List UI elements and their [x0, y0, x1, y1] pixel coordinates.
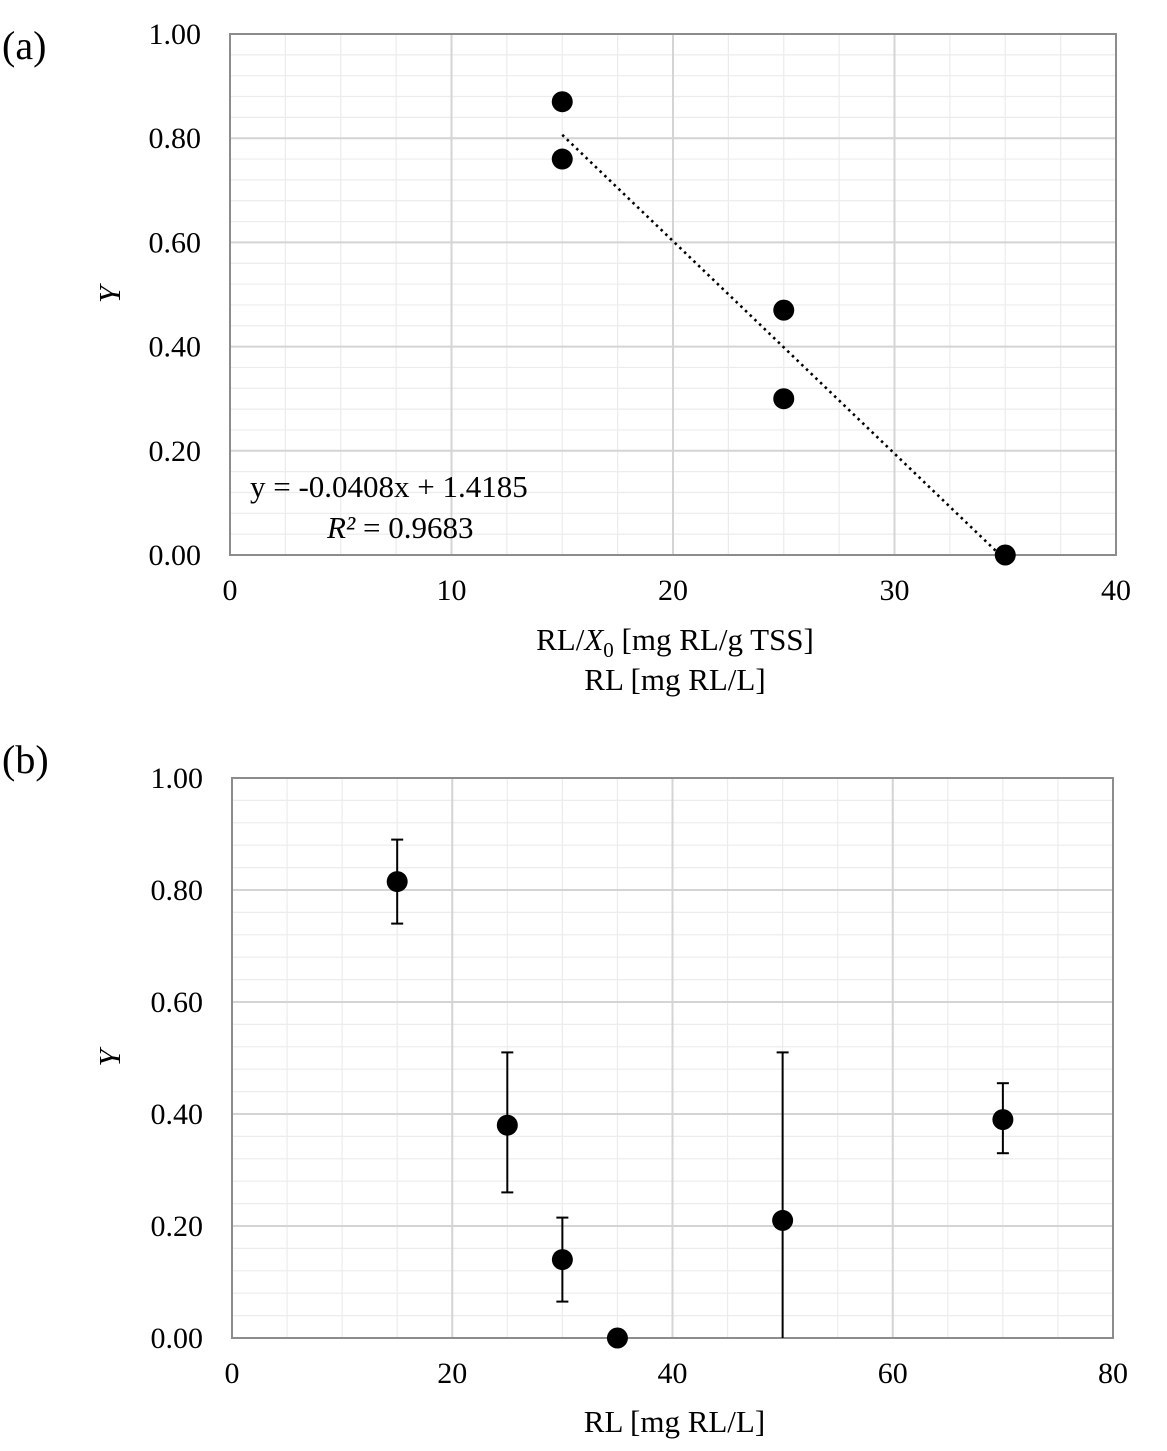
trendline-equation: y = -0.0408x + 1.4185 [250, 469, 528, 504]
y-tick-label: 0.00 [151, 1322, 204, 1355]
y-axis-label: Y [92, 1047, 127, 1067]
x-tick-label: 40 [1101, 574, 1131, 607]
x-tick-label: 0 [225, 1357, 240, 1390]
panel-label-b: (b) [2, 737, 49, 782]
data-point [773, 388, 795, 410]
x-tick-label: 80 [1098, 1357, 1128, 1390]
x-axis-label-part: RL/ [536, 622, 585, 657]
chart-panel-a: 0 10 20 30 40 0.00 0.20 0.40 0.60 0.80 1.00 Y RL/X0 … [92, 18, 1131, 697]
x-axis-label: RL [mg RL/L] [584, 1404, 765, 1439]
x-tick-label: 40 [658, 1357, 688, 1390]
x-axis-label-part: [mg RL/g TSS] [614, 622, 814, 657]
trendline-r-squared: R² = 0.9683 [326, 510, 473, 545]
y-tick-label: 0.80 [151, 874, 204, 907]
plot-area-frame [229, 33, 1117, 556]
x-tick-label: 10 [437, 574, 467, 607]
data-point [606, 1327, 628, 1349]
y-tick-label: 0.80 [149, 122, 202, 155]
data-point [992, 1109, 1014, 1131]
x-axis-label-subscript: 0 [603, 638, 614, 662]
plot-area-frame [231, 777, 1114, 1339]
data-point [772, 1209, 794, 1231]
x-tick-label: 30 [880, 574, 910, 607]
x-axis-label-line2: RL [mg RL/L] [584, 662, 765, 697]
y-tick-label: 0.60 [149, 226, 202, 259]
data-point [551, 1249, 573, 1271]
x-axis-label-part: X [582, 622, 604, 657]
data-point [551, 91, 573, 113]
data-point [994, 544, 1016, 566]
x-tick-label: 20 [658, 574, 688, 607]
x-tick-label: 20 [437, 1357, 467, 1390]
y-tick-label: 0.20 [149, 435, 202, 468]
y-tick-label: 0.60 [151, 986, 204, 1019]
data-point [551, 148, 573, 170]
x-tick-label: 0 [223, 574, 238, 607]
y-tick-label: 0.00 [149, 539, 202, 572]
x-axis-label-line1: RL/X0 [mg RL/g TSS] [536, 622, 814, 662]
y-tick-label: 0.40 [149, 331, 202, 364]
r-squared-symbol: R² [326, 510, 356, 545]
data-point [386, 871, 408, 893]
y-axis-label: Y [92, 283, 127, 303]
y-tick-label: 1.00 [151, 762, 204, 795]
trendline [561, 133, 1007, 561]
y-tick-label: 1.00 [149, 18, 202, 51]
r-squared-value: = 0.9683 [355, 510, 473, 545]
y-tick-label: 0.20 [151, 1210, 204, 1243]
panel-label-a: (a) [2, 23, 47, 68]
data-point [773, 299, 795, 321]
x-tick-label: 60 [878, 1357, 908, 1390]
y-tick-label: 0.40 [151, 1098, 204, 1131]
chart-panel-b: 0 20 40 60 80 0.00 0.20 0.40 0.60 0.80 1.00 Y RL [mg… [92, 762, 1128, 1439]
data-point [496, 1114, 518, 1136]
